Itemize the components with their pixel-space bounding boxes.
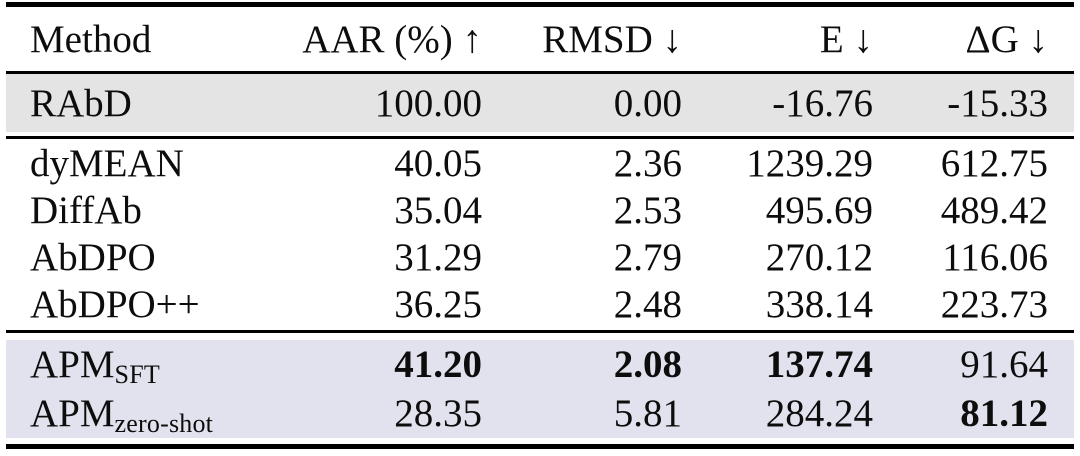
method-base-label: APM	[30, 392, 115, 435]
cell-aar: 31.29	[394, 236, 482, 279]
col-header-energy: E ↓	[819, 17, 873, 61]
col-header-rmsd: RMSD ↓	[542, 17, 682, 61]
table-bottom-rule	[6, 444, 1074, 449]
cell-method: APM zero-shot	[6, 389, 256, 438]
table-row-apm-sft: APM SFT 41.20 2.08 137.74 91.64	[6, 340, 1074, 389]
cell-energy: 270.12	[765, 236, 873, 279]
spacer	[6, 333, 1074, 340]
table-row-abdpo-plus-plus: AbDPO++ 36.25 2.48 338.14 223.73	[6, 281, 1074, 328]
cell-deltag: 489.42	[940, 189, 1048, 232]
table-header-row: Method AAR (%) ↑ RMSD ↓ E ↓ ΔG ↓	[6, 7, 1074, 71]
col-header-deltag: ΔG ↓	[965, 17, 1049, 61]
cell-rmsd: 2.53	[613, 189, 682, 232]
cell-energy: -16.76	[772, 81, 873, 125]
cell-aar: 35.04	[394, 189, 482, 232]
cell-method: dyMEAN	[30, 142, 184, 185]
cell-energy: 284.24	[765, 392, 873, 435]
cell-rmsd: 2.36	[613, 142, 682, 185]
section-rule	[6, 136, 1074, 139]
cell-rmsd: 0.00	[613, 81, 682, 125]
table-row-apm-zero-shot: APM zero-shot 28.35 5.81 284.24 81.12	[6, 389, 1074, 438]
cell-method: RAbD	[30, 81, 132, 125]
table-row-diffab: DiffAb 35.04 2.53 495.69 489.42	[6, 187, 1074, 234]
cell-rmsd: 2.08	[613, 343, 682, 386]
cell-energy: 495.69	[765, 189, 873, 232]
cell-energy: 1239.29	[746, 142, 873, 185]
cell-deltag: -15.33	[947, 81, 1048, 125]
cell-method: APM SFT	[6, 340, 256, 389]
results-table: Method AAR (%) ↑ RMSD ↓ E ↓ ΔG ↓ RAbD 10…	[6, 2, 1074, 449]
cell-deltag: 223.73	[940, 283, 1048, 326]
col-header-aar: AAR (%) ↑	[302, 17, 482, 61]
cell-aar: 36.25	[394, 283, 482, 326]
header-bottom-rule	[6, 71, 1074, 74]
cell-rmsd: 5.81	[613, 392, 682, 435]
col-header-method: Method	[30, 17, 152, 61]
section-rule	[6, 330, 1074, 333]
cell-aar: 100.00	[374, 81, 482, 125]
cell-deltag: 116.06	[942, 236, 1048, 279]
table-row-dymean: dyMEAN 40.05 2.36 1239.29 612.75	[6, 140, 1074, 187]
table-row-rabd: RAbD 100.00 0.00 -16.76 -15.33	[6, 74, 1074, 132]
method-subscript: zero-shot	[114, 408, 214, 438]
cell-rmsd: 2.79	[613, 236, 682, 279]
cell-aar: 28.35	[394, 392, 482, 435]
cell-method: DiffAb	[30, 189, 142, 232]
table-top-rule	[6, 2, 1074, 7]
cell-deltag: 81.12	[960, 392, 1048, 435]
table-row-abdpo: AbDPO 31.29 2.79 270.12 116.06	[6, 234, 1074, 281]
cell-aar: 41.20	[394, 343, 482, 386]
cell-deltag: 91.64	[960, 343, 1048, 386]
method-base-label: APM	[30, 343, 115, 386]
cell-deltag: 612.75	[940, 142, 1048, 185]
cell-method: AbDPO++	[30, 283, 200, 326]
cell-energy: 338.14	[765, 283, 873, 326]
method-subscript: SFT	[114, 359, 160, 389]
cell-method: AbDPO	[30, 236, 156, 279]
cell-energy: 137.74	[765, 343, 873, 386]
cell-aar: 40.05	[394, 142, 482, 185]
cell-rmsd: 2.48	[613, 283, 682, 326]
